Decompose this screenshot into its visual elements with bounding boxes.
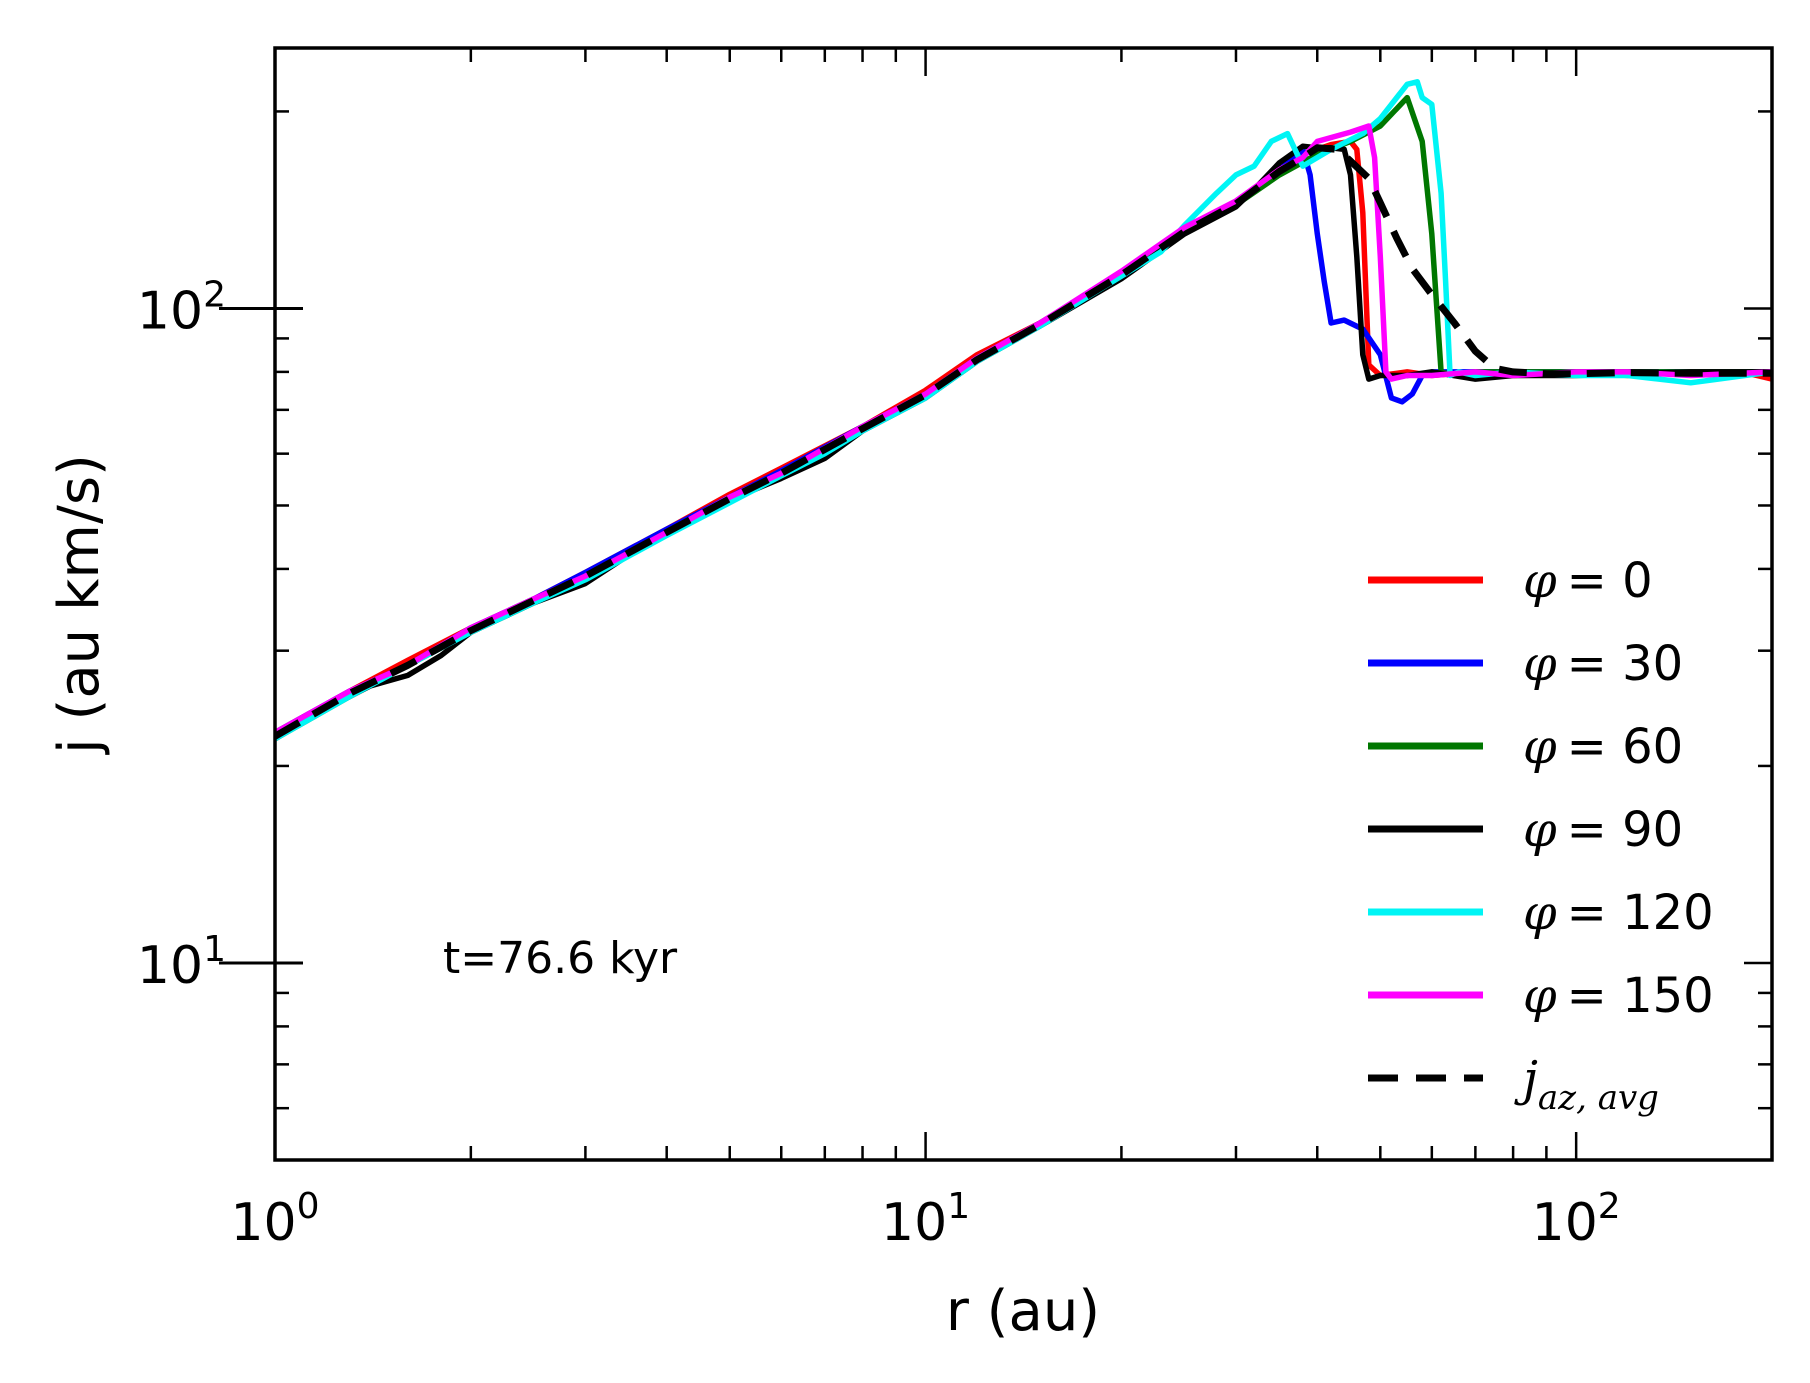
legend-label: φ = 30 xyxy=(1523,636,1683,692)
x-tick-labels: 100 101 102 xyxy=(230,1186,1620,1253)
y-tick-label: 101 xyxy=(137,929,226,996)
y-tick-label: 102 xyxy=(137,274,226,341)
legend-label: φ = 60 xyxy=(1523,719,1683,775)
x-tick-label: 102 xyxy=(1532,1186,1621,1253)
time-annotation: t=76.6 kyr xyxy=(443,933,678,984)
plot-frame xyxy=(273,46,1774,1162)
legend-label: φ = 0 xyxy=(1523,553,1653,609)
series-group xyxy=(275,79,1772,742)
x-tick-label: 100 xyxy=(230,1186,319,1253)
y-tick-labels: 101 102 xyxy=(137,274,226,996)
legend-label: φ = 120 xyxy=(1523,885,1714,941)
major-ticks xyxy=(219,48,1772,1160)
y-axis-label: j (au km/s) xyxy=(47,454,112,756)
legend-label: φ = 90 xyxy=(1523,802,1683,858)
x-axis-label: r (au) xyxy=(946,1279,1100,1344)
legend-label: φ = 150 xyxy=(1523,968,1714,1024)
x-tick-label: 101 xyxy=(881,1186,970,1253)
series-line-6 xyxy=(275,144,1772,740)
